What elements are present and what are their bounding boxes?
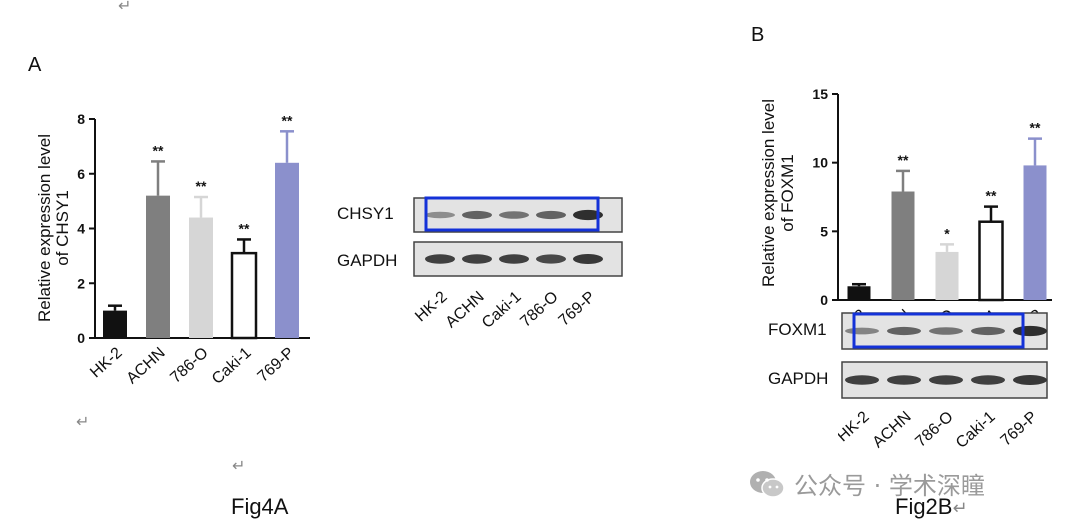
chart-b-ylabel-line2: of FOXM1 [778,154,797,231]
chart-b-ytick-label: 10 [812,155,828,171]
blot-b-band [929,375,963,385]
chart-a-xtick-label: Caki-1 [209,344,255,388]
blot-a-band [573,209,603,221]
chart-b-significance-label: ** [1030,120,1041,136]
chart-a-xtick-label: 786-O [167,344,211,386]
blot-b-lane-label: 769-P [998,408,1041,449]
chart-a-ytick-label: 8 [77,111,85,127]
return-mark: ↵ [952,498,968,519]
chart-b: Relative expression level of FOXM1 0 5 10 1… [759,86,1052,320]
blot-a-band [536,254,566,264]
chart-a-significance-label: ** [153,142,164,158]
chart-b-bar [891,191,915,300]
chart-a-xtick-label: ACHN [124,344,169,387]
blot-b-band [929,327,963,335]
chart-a-ytick-label: 4 [77,221,85,237]
blot-b-lane-label: ACHN [870,408,915,451]
chart-a-ylabel-line2: of CHSY1 [53,190,72,266]
chart-a-bar [103,310,127,338]
blot-a-band [425,254,455,264]
blot-b-row-label-gapdh: GAPDH [768,369,829,388]
blot-b-band [887,375,921,385]
chart-a: Relative expression level of CHSY1 0 2 4 6 8… [35,111,310,388]
chart-b-bar [847,286,871,300]
chart-a-ylabel-line1: Relative expression level [35,134,54,322]
chart-b-significance-label: ** [986,188,997,204]
chart-b-ylabel-line1: Relative expression level [759,99,778,287]
return-mark: ↵ [118,0,132,15]
panel-letter-b: B [751,24,765,46]
blot-a-band [462,254,492,264]
blot-b-row-label-foxm1: FOXM1 [768,320,827,339]
chart-a-ytick-label: 6 [77,166,85,182]
chart-b-ytick-label: 0 [820,292,828,308]
chart-b-significance-label: * [944,225,950,241]
chart-a-significance-label: ** [239,220,250,236]
blot-a-lane-label: ACHN [443,288,488,331]
blot-b-band [845,327,879,335]
chart-b-bar [1023,165,1047,300]
chart-a-ytick-label: 2 [77,275,85,291]
watermark: 公众号 · 学术深瞳 [748,466,985,501]
blot-b-lane-label: HK-2 [838,408,873,445]
caption-fig4a: Fig4A [231,494,289,519]
chart-a-significance-label: ** [282,112,293,128]
chart-b-bar [935,251,959,300]
chart-a-ytick-label: 0 [77,330,85,346]
blot-a-row-label-gapdh: GAPDH [337,251,398,270]
blot-a-band [499,211,529,219]
chart-b-ytick-label: 15 [812,86,828,102]
chart-a-xtick-label: HK-2 [87,344,126,381]
chart-b-bar [978,220,1004,302]
panel-letter-a: A [28,54,42,76]
return-mark: ↵ [76,412,90,431]
blot-a-lane-label: Caki-1 [479,288,525,332]
blot-b-band [1013,325,1047,337]
chart-a-bar [189,217,213,338]
blot-a-lane-label: 769-P [556,288,599,329]
chart-a-bar [230,251,258,340]
blot-a-band [536,210,566,220]
blot-b-band [887,326,921,336]
watermark-text: 公众号 · 学术深瞳 [794,472,985,500]
chart-a-bar [275,162,299,338]
blot-b-band [971,326,1005,336]
blot-b-band [845,375,879,385]
return-mark: ↵ [232,456,246,475]
chart-a-significance-label: ** [196,178,207,194]
caption-fig2b: Fig2B↵ [895,494,968,520]
wechat-icon [750,470,785,498]
chart-a-xtick-label: 769-P [255,344,298,385]
blot-a-lane-label: 786-O [517,288,561,330]
blot-a-band [425,211,455,219]
blot-b-band [971,375,1005,385]
blot-b-lane-label: 786-O [912,408,956,450]
blot-a-row-label-chsy1: CHSY1 [337,204,394,223]
caption-fig2b-text: Fig2B [895,494,953,519]
blot-b-highlight-box [852,312,1025,349]
chart-a-bar [146,195,170,338]
blot-a-band [573,254,603,264]
blot-b-band [1013,375,1047,385]
blot-a-band [499,254,529,264]
blot-a-highlight-box [424,196,600,232]
blot-b-lane-label: Caki-1 [953,408,999,452]
chart-b-significance-label: ** [898,152,909,168]
blot-a-band [462,210,492,220]
chart-b-ytick-label: 5 [820,223,828,239]
